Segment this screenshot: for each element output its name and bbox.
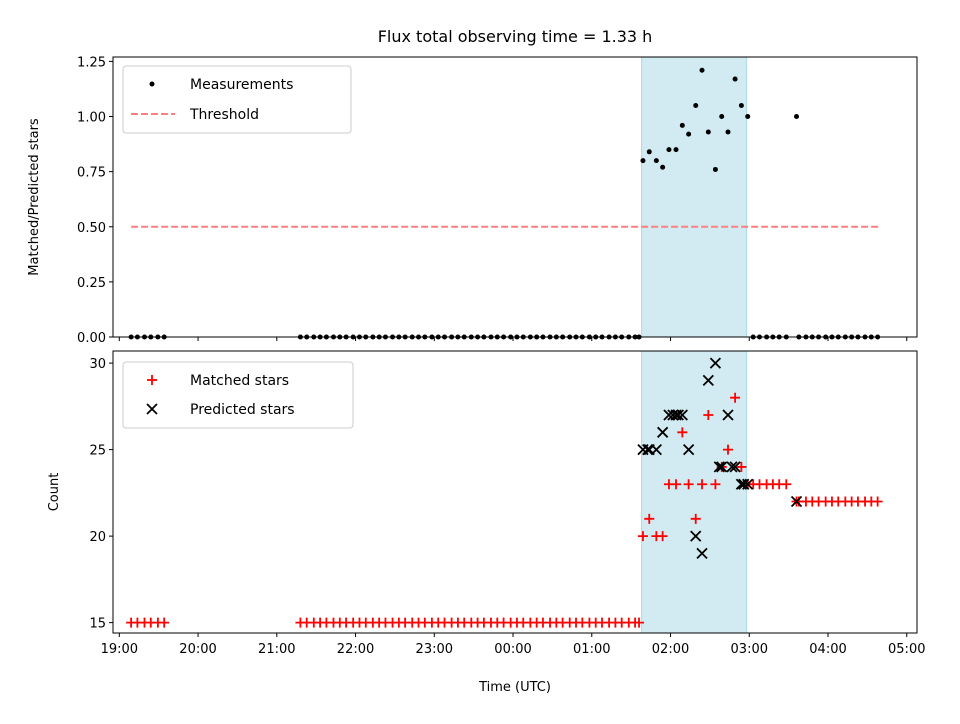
x-tick-label: 19:00 [101, 642, 138, 657]
matched-star-point [683, 479, 694, 490]
x-tick-label: 20:00 [179, 642, 216, 657]
matched-star-point [697, 479, 708, 490]
predicted-star-point [642, 443, 654, 456]
matched-star-point [690, 513, 701, 524]
x-tick-label: 04:00 [809, 642, 846, 657]
matched-star-point [703, 410, 714, 421]
bottom-legend: Matched stars Predicted stars [122, 361, 354, 429]
predicted-star-point [709, 357, 722, 369]
observing-window-shade [641, 56, 748, 338]
measurement-point [745, 114, 751, 120]
y-tick-label: 0.25 [77, 276, 106, 291]
predicted-star-point [657, 426, 669, 438]
predicted-star-point [696, 547, 708, 560]
observing-window-shade [641, 350, 748, 634]
predicted-star-point [676, 409, 688, 421]
predicted-star-point [738, 478, 750, 490]
y-tick-label: 0.50 [77, 221, 106, 236]
chart-title: Flux total observing time = 1.33 h [378, 27, 653, 46]
y-tick-label: 0.75 [77, 166, 106, 181]
matched-star-point [159, 617, 170, 628]
x-tick-label: 05:00 [888, 642, 925, 657]
measurement-point [705, 129, 711, 135]
x-tick-label: 02:00 [652, 642, 689, 657]
bottom-plot-frame [112, 350, 918, 634]
matched-star-point [723, 444, 734, 455]
measurement-point [725, 129, 731, 135]
legend-predicted-marker [146, 403, 158, 415]
measurement-point [679, 122, 685, 128]
y-tick-label: 20 [89, 530, 106, 545]
matched-star-point [677, 427, 688, 438]
predicted-star-point [722, 409, 734, 421]
measurement-point [640, 158, 646, 164]
measurement-point [686, 131, 692, 137]
predicted-star-point [790, 495, 803, 508]
predicted-star-point [742, 478, 754, 490]
measurement-point [699, 67, 705, 73]
measurement-point [732, 76, 738, 82]
x-tick-label: 22:00 [337, 642, 374, 657]
predicted-star-point [729, 461, 741, 473]
legend-matched-label: Matched stars [190, 373, 289, 389]
x-tick-label: 23:00 [416, 642, 453, 657]
matched-star-point [730, 392, 741, 403]
predicted-star-point [682, 443, 695, 456]
predicted-star-point [690, 530, 702, 542]
measurement-point [673, 147, 679, 153]
legend-predicted-label: Predicted stars [190, 402, 295, 418]
legend-matched-marker [147, 375, 157, 385]
measurement-point [653, 158, 659, 164]
measurement-point [719, 114, 725, 120]
measurement-point [660, 164, 666, 170]
matched-star-point [710, 479, 721, 490]
legend-measurements-marker [149, 81, 155, 87]
matched-star-point [781, 479, 792, 490]
top-panel: Flux total observing time = 1.33 h 0.00 0… [27, 27, 918, 346]
y-tick-label: 1.00 [77, 111, 106, 126]
y-tick-label: 15 [89, 617, 106, 632]
x-tick-label: 00:00 [494, 642, 531, 657]
predicted-star-point [726, 461, 738, 473]
measurement-point [646, 149, 652, 155]
x-tick-label: 01:00 [573, 642, 610, 657]
measurement-point [738, 103, 744, 109]
top-plot-frame [112, 56, 918, 338]
top-legend: Measurements Threshold [122, 65, 352, 134]
measurement-point [666, 147, 672, 153]
measurement-point [712, 166, 718, 172]
top-y-axis-label: Matched/Predicted stars [27, 118, 42, 276]
matched-star-point [872, 496, 883, 507]
predicted-star-point [672, 409, 685, 421]
y-tick-label: 0.00 [77, 331, 106, 346]
predicted-star-point [713, 461, 725, 473]
y-tick-label: 25 [89, 444, 106, 459]
matched-star-point [736, 461, 747, 472]
legend-measurements-label: Measurements [190, 77, 293, 93]
matched-star-point [644, 513, 655, 524]
predicted-star-point [702, 374, 714, 387]
legend-threshold-label: Threshold [189, 107, 259, 123]
x-axis-label: Time (UTC) [478, 680, 551, 695]
predicted-star-point [716, 461, 728, 473]
matched-star-point [671, 479, 682, 490]
x-tick-label: 21:00 [258, 642, 295, 657]
matched-star-point [637, 531, 648, 542]
y-tick-label: 1.25 [77, 55, 106, 70]
bottom-y-axis-label: Count [47, 473, 62, 512]
measurement-point [693, 103, 699, 109]
matched-star-point [657, 531, 668, 542]
predicted-star-point [650, 443, 662, 456]
bottom-panel: 15 20 25 30 19:00 20:00 21:00 22:00 23:00 00:00 0… [47, 350, 925, 695]
measurement-point [794, 114, 800, 120]
matched-star-point [634, 617, 645, 628]
x-tick-label: 03:00 [731, 642, 768, 657]
y-tick-label: 30 [89, 357, 106, 372]
